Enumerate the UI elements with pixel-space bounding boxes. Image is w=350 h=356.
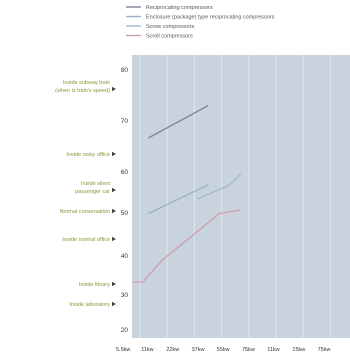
svg-text:Inside laboratory: Inside laboratory [69, 302, 110, 308]
y-tick-label: 70 [121, 118, 129, 125]
annotation-label: Inside normal office [62, 236, 116, 243]
y-axis-ticks: 80 70 60 50 40 30 20 [121, 67, 129, 334]
annotation-arrow-icon [112, 86, 116, 92]
annotation-arrow-icon [112, 281, 116, 287]
y-tick-label: 40 [121, 253, 129, 260]
annotation-arrow-icon [112, 151, 116, 157]
annotations: Inside subway train (when is train's spee… [55, 80, 116, 308]
x-tick-label: 37kw [192, 347, 205, 353]
annotation-label: Inside laboratory [69, 301, 116, 308]
y-tick-label: 30 [121, 292, 129, 299]
series-lines [132, 105, 242, 283]
svg-text:Inside normal office: Inside normal office [62, 237, 110, 243]
x-axis-ticks: 5.5kw 11kw 22kw 37kw 55kw 75kw 11kw 15kw 75kw [116, 347, 330, 353]
annotation-label: Inside subway train (when is train's spee… [55, 80, 116, 94]
legend-label: Reciprocating compressors [146, 5, 213, 11]
y-tick-label: 50 [121, 210, 129, 217]
x-tick-label: 75kw [242, 347, 255, 353]
x-tick-label: 11kw [267, 347, 279, 353]
series-line [197, 173, 242, 200]
series-line [147, 105, 209, 139]
annotation-arrow-icon [112, 301, 116, 307]
annotation-arrow-icon [112, 187, 116, 193]
legend: Reciprocating compressors Enclosure (pack… [126, 5, 275, 40]
x-tick-label: 5.5kw [116, 347, 130, 353]
y-tick-label: 20 [121, 327, 129, 334]
grid [139, 55, 331, 338]
y-tick-label: 80 [121, 67, 129, 74]
svg-text:Inside library: Inside library [79, 282, 110, 288]
x-tick-label: 11kw [141, 347, 153, 353]
plot-area [132, 55, 350, 338]
svg-text:Inside subway train(when is tr: Inside subway train (when is train's spee… [55, 80, 110, 94]
annotation-label: Inside library [79, 281, 116, 288]
svg-text:Normal conversation: Normal conversation [60, 209, 110, 215]
series-line [132, 209, 241, 283]
annotation-label: Inside silent passenger car [75, 181, 116, 195]
legend-label: Screw compressors [146, 24, 195, 30]
x-tick-label: 22kw [166, 347, 179, 353]
legend-label: Scroll compressors [146, 34, 193, 40]
annotation-arrow-icon [112, 236, 116, 242]
annotation-label: Normal conversation [60, 208, 116, 215]
y-tick-label: 60 [121, 169, 129, 176]
x-tick-label: 55kw [217, 347, 230, 353]
annotation-arrow-icon [112, 208, 116, 214]
annotation-label: Inside noisy office [66, 151, 116, 158]
x-tick-label: 75kw [318, 347, 331, 353]
svg-text:Inside noisy office: Inside noisy office [66, 152, 110, 158]
legend-label: Enclosure (package) type reciprocating c… [146, 15, 275, 21]
x-tick-label: 15kw [292, 347, 305, 353]
series-line [148, 184, 209, 215]
